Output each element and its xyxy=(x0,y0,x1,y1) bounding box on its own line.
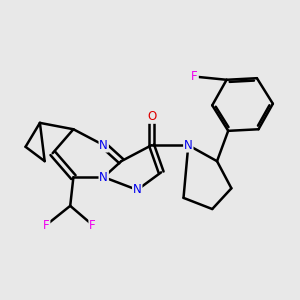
Text: N: N xyxy=(133,183,142,196)
Text: N: N xyxy=(184,139,193,152)
Text: F: F xyxy=(89,218,96,232)
Text: N: N xyxy=(99,171,108,184)
Text: N: N xyxy=(99,139,108,152)
Text: F: F xyxy=(43,218,50,232)
Text: O: O xyxy=(147,110,156,123)
Text: F: F xyxy=(191,70,198,83)
